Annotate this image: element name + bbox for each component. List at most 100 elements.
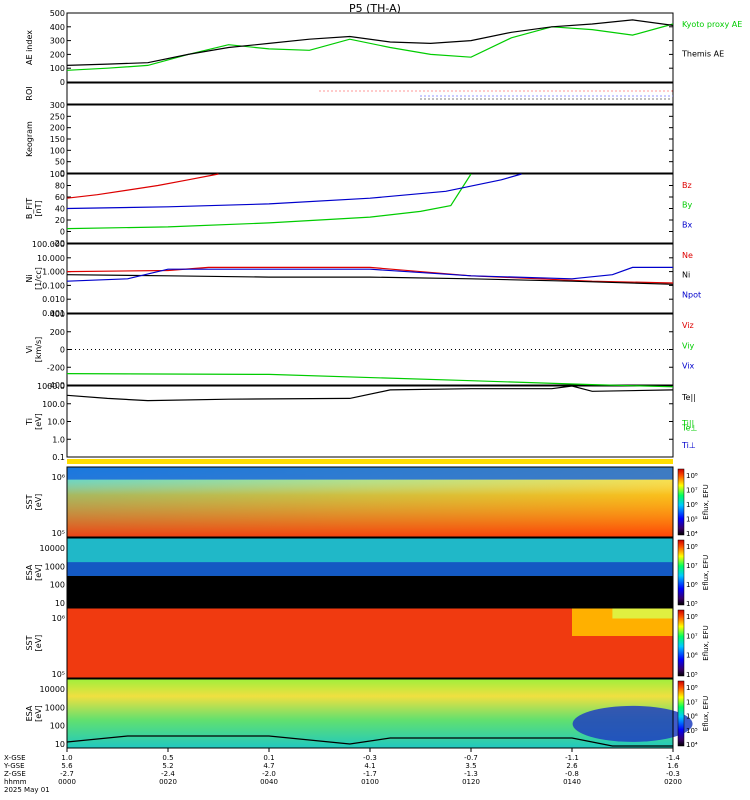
orbit-value: -1.1 xyxy=(565,754,579,762)
orbit-value: 4.7 xyxy=(263,762,274,770)
series-kyotoproxyae-line xyxy=(66,23,674,71)
ylabel: [eV] xyxy=(34,705,43,722)
orbit-value: -0.3 xyxy=(363,754,377,762)
legend-bz: Bz xyxy=(682,181,692,190)
colorbar-label: Eflux, EFU xyxy=(702,625,710,660)
mode-bar xyxy=(67,459,673,464)
panel-frame xyxy=(66,607,674,679)
panel-frame xyxy=(66,243,674,314)
legend-te: Te⊥ xyxy=(681,424,697,433)
ytick-label: 0.100 xyxy=(42,281,65,290)
ytick-label: 1000 xyxy=(45,562,65,571)
ytick-label: 0 xyxy=(60,169,65,178)
spectrogram-sst-ion: 10⁶ 10⁵ SST [eV] 10⁸ 10⁷ 10⁶ 10⁵ 10⁴ Eflux, EFU xyxy=(25,466,710,538)
ytick-label: 0.1 xyxy=(52,453,65,462)
ylabel: SST xyxy=(25,635,34,650)
panel-ae: 500 400 300 200 100 0 AE index Kyoto proxy AE Th… xyxy=(25,9,742,87)
ytick-label: 0 xyxy=(60,228,65,237)
colorbar-tick: 10⁶ xyxy=(686,652,698,660)
legend-vix: Vix xyxy=(682,362,695,371)
spectrogram-esa-elec: 10000 1000 100 10 ESA [eV] 10⁸ 10⁷ 10⁶ 10⁵ 10⁴ Eflu… xyxy=(25,678,710,749)
colorbar-label: Eflux, EFU xyxy=(702,484,710,519)
ylabel: SST xyxy=(25,494,34,509)
ytick-label: 80 xyxy=(55,182,65,191)
ylabel: [eV] xyxy=(34,413,43,430)
ytick-label: 10 xyxy=(55,740,65,749)
series-te-line xyxy=(66,385,674,402)
ylabel: Keogram xyxy=(25,121,34,157)
orbit-value: 5.6 xyxy=(61,762,73,770)
colorbar-tick: 10⁵ xyxy=(686,727,698,735)
ylabel: [eV] xyxy=(34,494,43,511)
panel-frame xyxy=(66,466,674,538)
orbit-value: 1.0 xyxy=(61,754,72,762)
ytick-label: 100.000 xyxy=(32,240,65,249)
legend-npot: Npot xyxy=(682,290,701,299)
ytick-label: 0.001 xyxy=(42,309,65,318)
ylabel: AE index xyxy=(25,30,34,65)
orbit-value: -1.3 xyxy=(464,770,478,778)
ylabel: B_FIT xyxy=(25,198,34,219)
ytick-label: 60 xyxy=(55,193,65,202)
legend-bx: Bx xyxy=(682,220,692,229)
ylabel: Ni xyxy=(25,274,34,282)
series-by-line xyxy=(66,173,472,230)
ytick-label: -400 xyxy=(47,381,65,390)
legend-ni: Ni xyxy=(682,271,690,280)
series-npot-line xyxy=(66,266,673,282)
panel-vi: 400 200 0 -200 -400 Vi [km/s] Viz Viy Vix xyxy=(25,310,695,390)
colorbar-tick: 10⁵ xyxy=(686,671,698,679)
ytick-label: 1.0 xyxy=(52,435,65,444)
orbit-value: -1.7 xyxy=(363,770,377,778)
legend-extra: Ti⊥ xyxy=(681,441,696,450)
colorbar-label: Eflux, EFU xyxy=(702,696,710,731)
panel-bfield: 100 80 60 40 20 0 -20 B_FIT [nT] Bz By Bx xyxy=(25,170,692,248)
orbit-value: 0140 xyxy=(563,778,581,786)
spectrogram-blob xyxy=(572,705,693,742)
ytick-label: 10⁵ xyxy=(52,670,65,679)
legend-te: Te|| xyxy=(681,393,696,402)
panel-frame xyxy=(66,104,674,174)
colorbar-tick: 10⁸ xyxy=(686,472,698,480)
spectrogram-band xyxy=(67,467,673,480)
ylabel: Ti xyxy=(25,418,34,426)
ytick-label: 0 xyxy=(60,78,65,87)
colorbar xyxy=(677,680,685,747)
spectrogram-band xyxy=(612,608,673,619)
orbit-value: 0.1 xyxy=(263,754,274,762)
ytick-label: 0 xyxy=(60,346,65,355)
series-ni-line xyxy=(66,274,674,285)
ylabel: ROI xyxy=(25,86,34,100)
ytick-label: 10.000 xyxy=(37,254,65,263)
ytick-label: 10 xyxy=(55,599,65,608)
colorbar-tick: 10⁵ xyxy=(686,600,698,608)
series-ne-line xyxy=(66,266,674,284)
orbit-row-label: hhmm xyxy=(4,778,27,786)
legend-by: By xyxy=(682,201,692,210)
legend-viz: Viz xyxy=(682,321,694,330)
ytick-label: 10000 xyxy=(40,544,65,553)
colorbar-tick: 10⁴ xyxy=(686,530,698,538)
legend-themisae: Themis AE xyxy=(681,50,724,59)
colorbar-tick: 10⁵ xyxy=(686,516,698,524)
orbit-value: 0040 xyxy=(260,778,278,786)
orbit-value: 0200 xyxy=(664,778,682,786)
spectrogram-esa-ion: 10000 1000 100 10 ESA [eV] 10⁸ 10⁷ 10⁶ 10⁵ Eflux, … xyxy=(25,537,710,608)
ytick-label: 500 xyxy=(50,9,65,18)
orbit-value: -1.4 xyxy=(666,754,680,762)
ytick-label: 10.0 xyxy=(47,418,65,427)
ytick-label: 20 xyxy=(55,216,65,225)
orbit-value: 0000 xyxy=(58,778,76,786)
plot-title: P5 (TH-A) xyxy=(349,2,401,15)
spectrogram-sst-elec: 10⁶ 10⁵ SST [eV] 10⁸ 10⁷ 10⁶ 10⁵ Eflux, EFU xyxy=(25,607,710,679)
ytick-label: 300 xyxy=(50,101,65,110)
ytick-label: 50 xyxy=(55,158,65,167)
series-bx-line xyxy=(66,173,522,210)
colorbar-tick: 10⁷ xyxy=(686,562,698,570)
ylabel: [1/cc] xyxy=(34,267,43,290)
panel-keogram: 300 250 200 150 100 50 0 Keogram xyxy=(25,101,674,178)
ytick-label: 200 xyxy=(50,328,65,337)
ytick-label: 1000 xyxy=(45,703,65,712)
